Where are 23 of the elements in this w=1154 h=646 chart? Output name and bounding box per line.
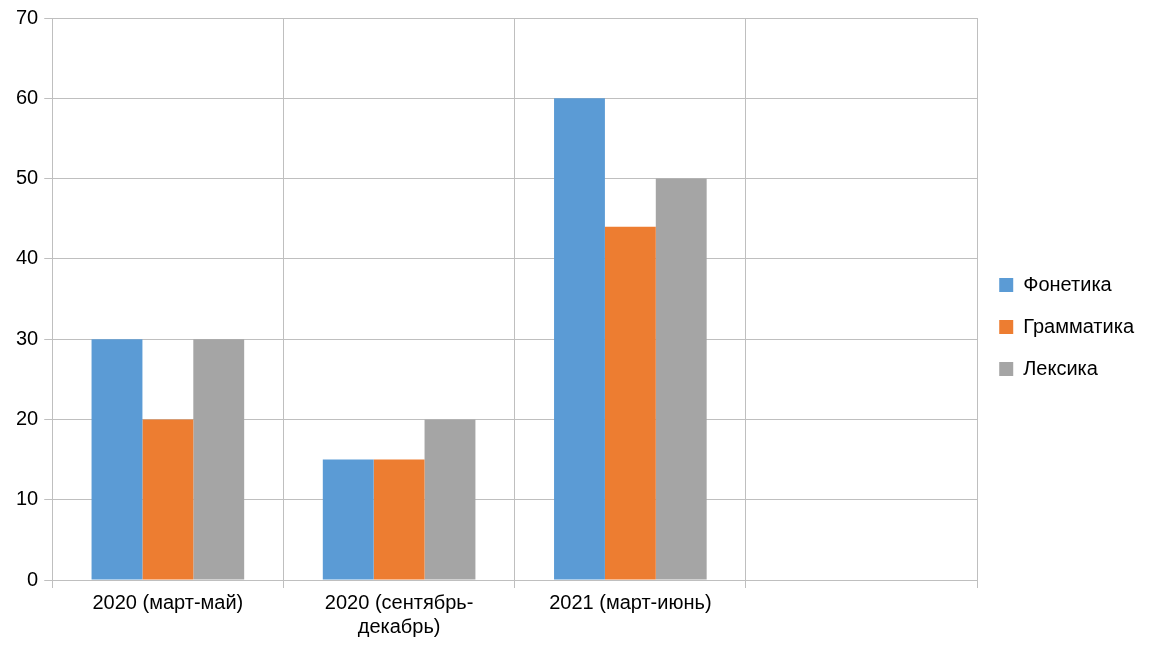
y-tick-label: 20	[16, 406, 39, 429]
legend-label: Грамматика	[1023, 314, 1135, 337]
y-tick-label: 60	[16, 85, 39, 108]
y-tick-label: 10	[16, 487, 39, 510]
bar	[604, 226, 656, 580]
x-tick-label: 2020 (сентябрь-декабрь)	[324, 590, 474, 637]
bar	[91, 339, 143, 580]
legend-label: Фонетика	[1023, 272, 1113, 295]
bar	[424, 419, 476, 580]
y-tick-label: 40	[16, 246, 39, 269]
x-tick-label: 2020 (март-май)	[92, 590, 244, 613]
bar	[655, 178, 707, 580]
y-tick-label: 30	[16, 326, 39, 349]
bar	[554, 98, 605, 580]
x-tick-label: 2021 (март-июнь)	[549, 590, 712, 613]
bar	[322, 459, 374, 580]
bar	[193, 339, 245, 580]
bar	[142, 419, 194, 580]
y-tick-label: 50	[16, 166, 39, 189]
legend-label: Лексика	[1023, 356, 1099, 379]
y-tick-label: 70	[16, 5, 39, 28]
y-tick-label: 0	[27, 567, 39, 590]
bar	[373, 459, 425, 580]
